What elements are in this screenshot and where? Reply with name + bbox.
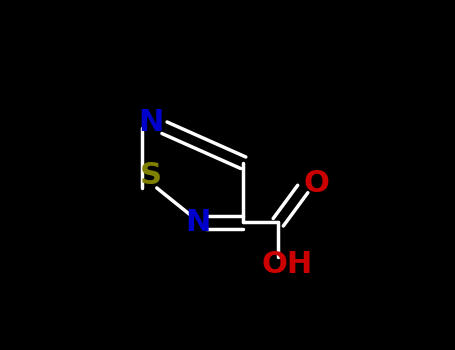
- Text: N: N: [138, 108, 163, 137]
- Text: O: O: [304, 169, 330, 198]
- Text: N: N: [185, 208, 210, 237]
- Text: S: S: [140, 161, 162, 189]
- Text: OH: OH: [261, 250, 313, 279]
